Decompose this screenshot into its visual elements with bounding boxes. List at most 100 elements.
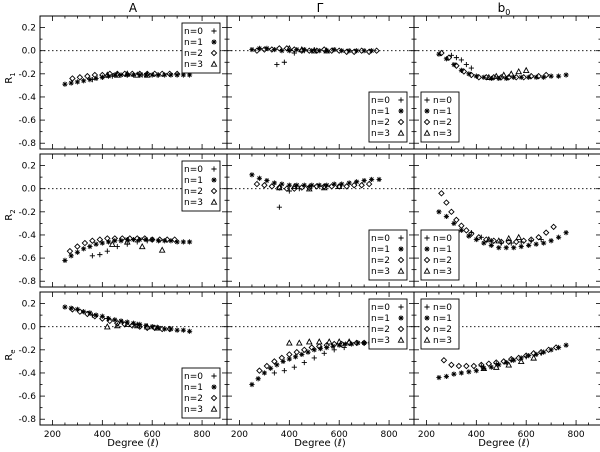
data-point	[306, 184, 313, 191]
data-point-shape	[328, 183, 335, 190]
data-point	[503, 75, 509, 82]
data-point	[305, 349, 311, 355]
legend-marker-shape	[211, 373, 217, 379]
legend-marker-shape	[210, 60, 218, 67]
legend-label: n=3	[371, 267, 390, 277]
data-point	[443, 373, 450, 380]
data-point	[96, 236, 104, 243]
data-point	[301, 46, 307, 53]
x-axis-label-close: )	[342, 438, 346, 449]
data-point-shape	[512, 238, 520, 246]
data-point-shape	[114, 243, 120, 250]
data-point	[81, 239, 89, 247]
y-tick-label: -0.2	[18, 208, 36, 218]
data-point	[87, 243, 93, 250]
panel-r1-c3-series-n1	[436, 51, 569, 82]
data-point	[136, 323, 143, 330]
panel-r3-c1-series-n3	[103, 320, 161, 331]
x-axis-label-text: Degree (	[478, 438, 522, 449]
data-point	[335, 338, 343, 345]
data-point	[328, 183, 335, 190]
x-axis-label-symbol: ℓ	[151, 438, 155, 449]
data-point	[69, 75, 76, 82]
legend-marker	[423, 325, 431, 333]
data-point-shape	[285, 44, 293, 52]
data-point	[354, 179, 360, 185]
data-point-shape	[369, 48, 375, 54]
data-point	[153, 324, 161, 331]
data-point-shape	[436, 209, 442, 215]
data-point-shape	[336, 342, 342, 348]
legend-marker	[397, 325, 405, 333]
panel-r3-c2-series-n3	[285, 338, 353, 346]
y-tick-label: -0.4	[18, 231, 36, 241]
legend-marker-shape	[424, 304, 430, 310]
legend-label: n=3	[433, 267, 452, 277]
data-point	[535, 72, 542, 80]
data-point	[134, 239, 140, 245]
data-point	[548, 73, 554, 79]
data-point-shape	[466, 369, 472, 375]
data-point-shape	[527, 236, 535, 243]
y-tick-label: 0.0	[22, 323, 37, 333]
data-point-shape	[87, 310, 93, 316]
data-point-shape	[328, 47, 335, 54]
data-point	[171, 236, 178, 243]
data-point-shape	[153, 324, 161, 331]
data-point	[158, 70, 166, 78]
data-point	[74, 79, 80, 85]
panel-r1-c3-series-n2	[438, 49, 550, 81]
data-point	[556, 234, 562, 240]
data-point	[149, 236, 155, 243]
data-point-shape	[541, 74, 547, 80]
data-point	[311, 355, 317, 361]
data-point-shape	[129, 70, 136, 78]
data-point-shape	[453, 55, 459, 61]
column-title-b0-base: b	[498, 1, 506, 15]
data-point	[451, 61, 457, 68]
data-point-shape	[68, 253, 74, 259]
data-point	[114, 243, 120, 250]
data-point	[323, 47, 331, 54]
data-point-shape	[84, 310, 91, 318]
data-point-shape	[353, 339, 360, 347]
legend-marker-shape	[423, 325, 431, 333]
data-point-shape	[515, 354, 522, 362]
data-point	[353, 339, 360, 347]
panel-r2-c3-series-n3	[485, 233, 523, 244]
data-point	[294, 182, 300, 188]
data-point-shape	[286, 356, 292, 362]
data-point-shape	[174, 327, 180, 333]
x-tick-label: 200	[231, 430, 248, 440]
data-point	[346, 180, 352, 186]
data-point-shape	[475, 234, 483, 241]
data-point-shape	[274, 61, 280, 68]
data-point-shape	[180, 239, 186, 245]
legend-marker	[397, 336, 405, 343]
data-point-shape	[76, 74, 84, 81]
data-point	[103, 323, 111, 330]
data-point	[343, 183, 350, 190]
x-tick-label: 800	[193, 430, 210, 440]
legend-marker-shape	[423, 118, 431, 126]
data-point	[76, 308, 84, 315]
data-point	[463, 227, 470, 234]
data-point-shape	[533, 351, 539, 358]
data-point	[137, 236, 143, 243]
data-point	[264, 178, 270, 184]
data-point-shape	[93, 75, 99, 82]
data-point	[87, 77, 93, 83]
legend-label: n=1	[371, 107, 390, 117]
legend-label: n=1	[433, 314, 452, 324]
data-point-shape	[330, 340, 338, 348]
data-point	[129, 70, 136, 78]
data-point-shape	[74, 306, 80, 312]
data-point	[358, 47, 365, 54]
data-point-shape	[62, 304, 68, 310]
data-point-shape	[520, 237, 527, 244]
data-point-shape	[89, 237, 96, 244]
data-point	[313, 183, 320, 190]
data-point	[345, 338, 353, 345]
data-point	[324, 182, 330, 188]
data-point-shape	[515, 67, 523, 75]
